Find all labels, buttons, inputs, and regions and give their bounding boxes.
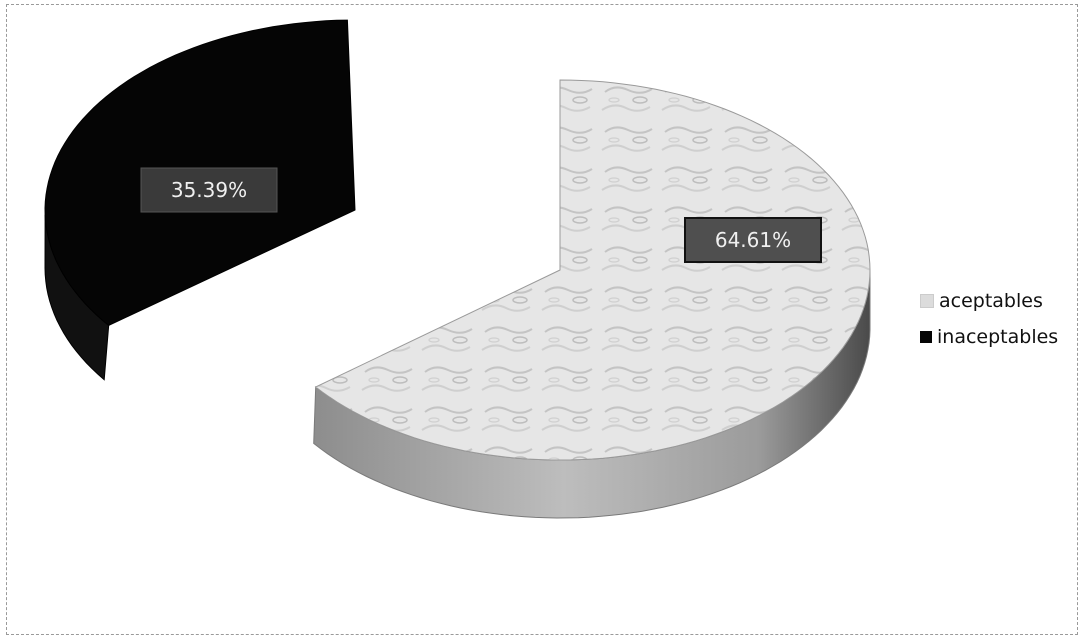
legend-swatch [920,294,934,308]
data-label-aceptables: 64.61% [684,217,822,263]
legend: aceptables inaceptables [920,288,1058,360]
legend-item-aceptables: aceptables [920,288,1058,314]
legend-item-inaceptables: inaceptables [920,324,1058,350]
legend-label: aceptables [939,290,1043,312]
legend-swatch [920,331,932,343]
data-label-inaceptables: 35.39% [140,167,278,213]
svg-text:35.39%: 35.39% [171,178,247,202]
slice-aceptables [313,79,871,519]
legend-label: inaceptables [937,326,1059,348]
svg-text:64.61%: 64.61% [715,228,791,252]
